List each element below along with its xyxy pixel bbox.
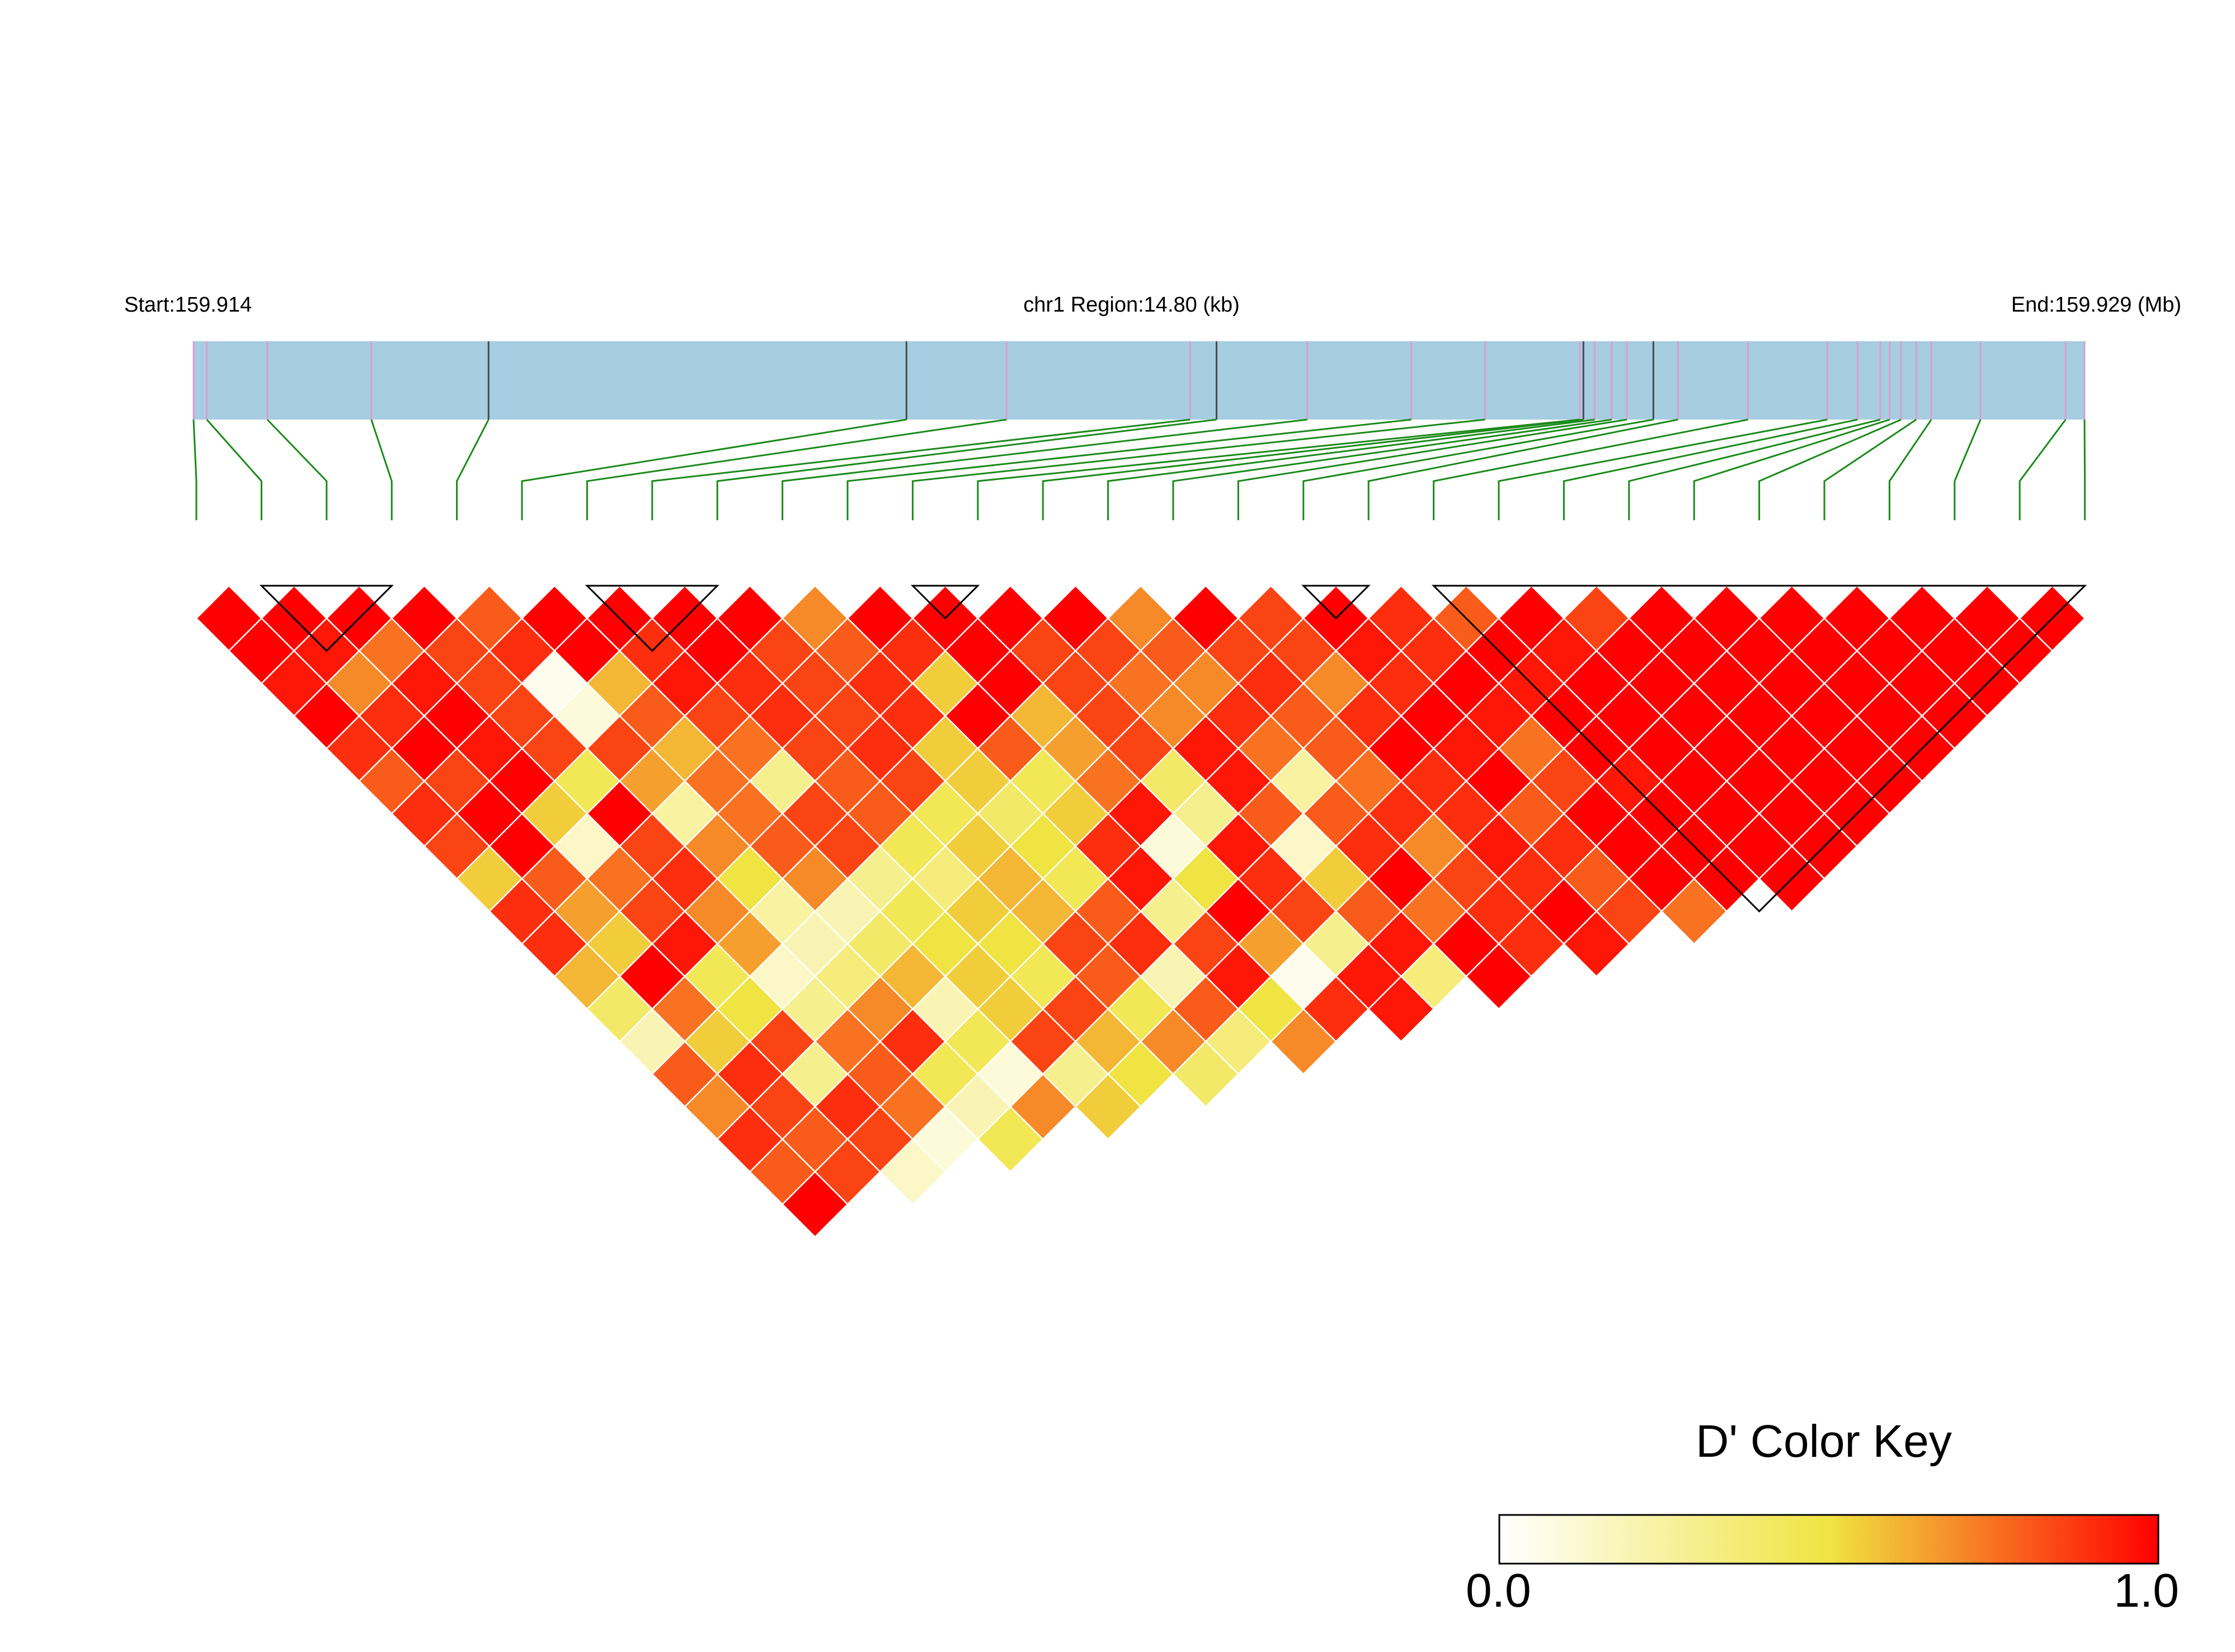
snp-connector-10	[782, 418, 1307, 520]
snp-connector-24	[1693, 418, 1890, 520]
snp-connector-14	[1042, 418, 1584, 520]
snp-connector-2	[206, 419, 262, 520]
region-start-label: Start:159.914	[124, 293, 252, 317]
chromosome-region-track	[194, 341, 2085, 420]
snp-connector-3	[266, 418, 328, 520]
ld-cell-13-26	[1367, 975, 1435, 1043]
ld-block-4	[1301, 585, 1371, 620]
color-key-max-label: 1.0	[2114, 1564, 2179, 1617]
snp-connector-4	[370, 419, 393, 520]
ld-cell-7-23	[1074, 1073, 1142, 1141]
snp-connector-11	[846, 418, 1411, 520]
ld-cell-5-22	[977, 1105, 1044, 1173]
snp-connector-28	[1954, 419, 1982, 520]
ld-cell-19-29	[1660, 878, 1728, 945]
ld-block-outlines	[259, 585, 2087, 913]
snp-connector-23	[1628, 418, 1881, 520]
color-key-bar	[1498, 1514, 2159, 1565]
ld-block-2	[585, 585, 719, 652]
ld-block-3	[910, 585, 980, 620]
snp-position-ticks	[192, 341, 2086, 420]
snp-connector-20	[1433, 418, 1748, 520]
snp-connector-12	[911, 418, 1485, 520]
ld-block-1	[259, 585, 394, 652]
color-key-title: D' Color Key	[1696, 1416, 1952, 1467]
ld-cell-11-25	[1269, 1008, 1337, 1075]
ld-cell-15-27	[1465, 943, 1532, 1010]
snp-connector-19	[1367, 418, 1678, 520]
snp-connector-18	[1302, 418, 1654, 520]
snp-connector-8	[651, 418, 1191, 520]
region-end-label: End:159.929 (Mb)	[2011, 293, 2181, 317]
color-key-min-label: 0.0	[1466, 1564, 1531, 1617]
snp-connector-5	[456, 419, 490, 520]
snp-connector-7	[586, 418, 1007, 520]
snp-connector-22	[1563, 418, 1858, 520]
snp-connector-9	[716, 418, 1217, 520]
ld-cell-9-24	[1172, 1041, 1240, 1108]
snp-connector-6	[521, 418, 907, 520]
ld-cell-3-21	[879, 1138, 947, 1206]
ld-block-5	[1431, 585, 2087, 913]
snp-connector-13	[977, 418, 1580, 520]
snp-connector-21	[1498, 418, 1828, 520]
snp-connector-29	[2018, 419, 2067, 520]
snp-connector-25	[1758, 418, 1902, 520]
ld-cells	[195, 585, 2086, 1238]
snp-connector-15	[1107, 418, 1595, 520]
ld-cell-1-20	[781, 1170, 849, 1238]
snp-connector-26	[1823, 418, 1917, 520]
region-title-label: chr1 Region:14.80 (kb)	[1023, 293, 1240, 317]
snp-connector-27	[1888, 419, 1932, 520]
ld-cell-17-28	[1563, 910, 1630, 978]
snp-connector-17	[1237, 418, 1627, 520]
snp-connector-lines	[192, 418, 2086, 520]
snp-connector-1	[192, 419, 197, 520]
snp-connector-16	[1172, 418, 1612, 520]
